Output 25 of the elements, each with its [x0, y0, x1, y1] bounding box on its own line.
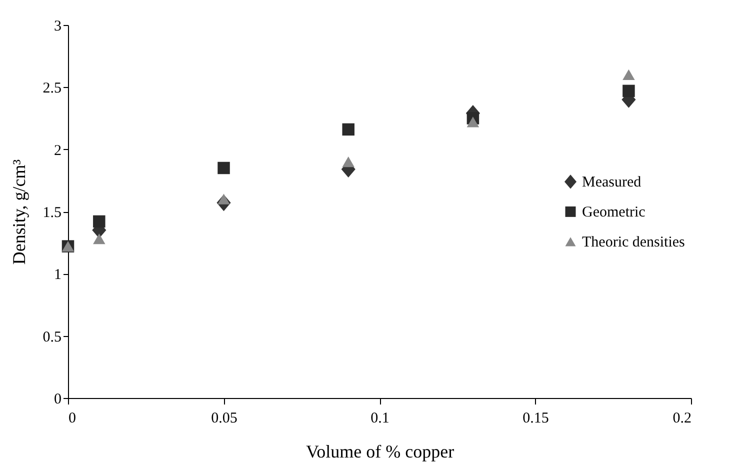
- y-tick-label: 0: [54, 392, 62, 408]
- y-tick-label: 1.5: [42, 205, 62, 221]
- x-tick-label: 0: [68, 410, 76, 426]
- x-axis-title: Volume of % copper: [306, 442, 454, 462]
- x-tick-label: 0.2: [672, 410, 692, 426]
- y-tick-label: 0.5: [42, 329, 62, 346]
- y-tick-label: 2.5: [42, 80, 62, 97]
- x-tick-label: 0.15: [522, 410, 549, 426]
- legend-label: Geometric: [582, 204, 646, 221]
- y-axis-title: Density, g/cm³: [8, 158, 29, 265]
- point: [342, 156, 354, 168]
- x-tick-label: 0.05: [211, 410, 238, 426]
- y-tick-label: 2: [54, 142, 62, 159]
- point: [93, 234, 106, 244]
- point: [93, 215, 106, 228]
- y-tick-label: 3: [54, 18, 62, 34]
- point: [218, 162, 230, 174]
- point: [622, 69, 635, 80]
- legend-label: Measured: [582, 174, 642, 191]
- point: [466, 116, 480, 128]
- point: [622, 84, 635, 98]
- y-tick-label: 1: [54, 267, 62, 284]
- legend-label: Theoric densities: [582, 234, 686, 251]
- x-tick-label: 0.1: [370, 410, 390, 426]
- point: [342, 123, 354, 136]
